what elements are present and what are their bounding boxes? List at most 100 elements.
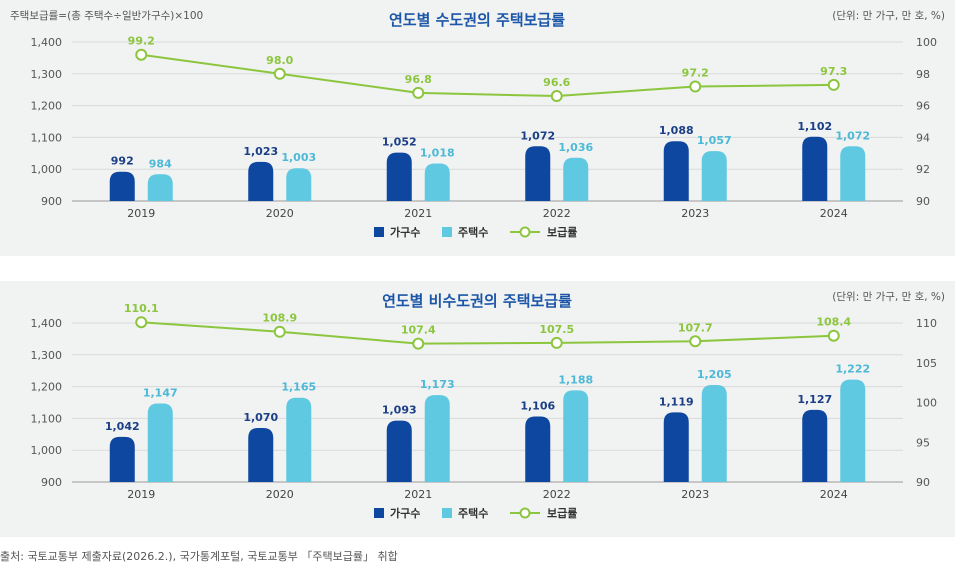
y-right-tick: 105 (916, 357, 937, 370)
bar-households (663, 141, 689, 201)
bar-housing (840, 379, 866, 482)
data-label-households: 1,052 (382, 136, 417, 149)
x-category-label: 2023 (681, 207, 709, 220)
y-left-tick: 1,100 (31, 131, 63, 144)
bar-housing (840, 146, 866, 201)
x-category-label: 2019 (127, 488, 155, 501)
rate-point (550, 90, 563, 103)
bar-housing (701, 385, 727, 482)
legend-swatch-households (374, 508, 384, 518)
rate-line (141, 321, 834, 345)
chart-panel-capital: 연도별 수도권의 주택보급률 주택보급률=(총 주택수÷일반가구수)×100 (단위… (0, 0, 955, 256)
data-label-rate: 98.0 (266, 54, 293, 67)
bar-housing (147, 403, 173, 482)
data-label-rate: 108.4 (816, 316, 851, 329)
legend-housing: 주택수 (458, 225, 488, 239)
legend-marker-rate (519, 507, 531, 519)
data-label-housing: 1,222 (835, 363, 870, 376)
data-label-housing: 1,057 (697, 134, 732, 147)
legend-housing: 주택수 (458, 506, 488, 520)
bar-housing (286, 397, 312, 482)
x-category-label: 2020 (266, 488, 294, 501)
y-left-tick: 900 (41, 476, 62, 489)
data-label-housing: 1,173 (420, 378, 455, 391)
data-label-rate: 99.2 (128, 35, 155, 48)
data-label-households: 1,106 (520, 399, 555, 412)
bar-housing (563, 390, 589, 482)
chart-title: 연도별 수도권의 주택보급률 (389, 11, 565, 29)
x-category-label: 2019 (127, 207, 155, 220)
bar-households (802, 409, 828, 482)
y-left-tick: 1,100 (31, 412, 63, 425)
y-right-tick: 96 (916, 100, 930, 113)
data-label-rate: 97.3 (820, 65, 847, 78)
legend-households: 가구수 (390, 506, 420, 520)
data-label-housing: 984 (149, 157, 172, 170)
data-label-households: 1,072 (520, 129, 555, 142)
bar-households (109, 171, 135, 201)
data-label-rate: 97.2 (682, 67, 709, 80)
legend-households: 가구수 (390, 225, 420, 239)
bar-households (525, 416, 551, 482)
x-category-label: 2022 (543, 488, 571, 501)
data-label-households: 1,127 (797, 393, 832, 406)
data-label-households: 1,042 (105, 420, 140, 433)
formula-note: 주택보급률=(총 주택수÷일반가구수)×100 (10, 9, 203, 22)
bar-households (248, 427, 274, 482)
rate-point (135, 316, 148, 329)
bar-households (386, 152, 412, 201)
legend-marker-rate (519, 226, 531, 238)
y-right-tick: 100 (916, 397, 937, 410)
x-category-label: 2021 (404, 488, 432, 501)
bar-households (109, 436, 135, 482)
data-label-rate: 110.1 (124, 302, 159, 315)
bar-housing (424, 163, 450, 201)
chart-capital: 연도별 수도권의 주택보급률 주택보급률=(총 주택수÷일반가구수)×100 (단위… (10, 9, 945, 239)
bar-households (525, 146, 551, 201)
data-label-households: 1,088 (659, 124, 694, 137)
bar-housing (563, 157, 589, 201)
rate-point (550, 336, 563, 349)
unit-note: (단위: 만 가구, 만 호, %) (832, 290, 945, 303)
data-label-households: 1,093 (382, 404, 417, 417)
y-left-tick: 1,000 (31, 444, 63, 457)
x-category-label: 2024 (820, 207, 848, 220)
source-note: 출처: 국토교통부 제출자료(2026.2.), 국가통계포털, 국토교통부 「… (0, 550, 398, 563)
y-left-tick: 900 (41, 195, 62, 208)
rate-point (412, 337, 425, 350)
y-right-tick: 100 (916, 36, 937, 49)
data-label-housing: 1,205 (697, 368, 732, 381)
y-right-tick: 95 (916, 436, 930, 449)
y-right-tick: 92 (916, 163, 930, 176)
unit-note: (단위: 만 가구, 만 호, %) (832, 9, 945, 22)
data-label-rate: 108.9 (262, 312, 297, 325)
y-left-tick: 1,200 (31, 100, 63, 113)
rate-point (412, 86, 425, 99)
y-left-tick: 1,200 (31, 381, 63, 394)
legend-rate: 보급률 (547, 226, 577, 239)
bar-households (386, 420, 412, 482)
chart-panel-non-capital: 연도별 비수도권의 주택보급률 (단위: 만 가구, 만 호, %) 900 1,00… (0, 281, 955, 537)
data-label-housing: 1,003 (281, 151, 316, 164)
data-label-housing: 1,036 (558, 141, 593, 154)
data-label-housing: 1,072 (835, 129, 870, 142)
rate-point (689, 80, 702, 93)
data-label-rate: 96.8 (405, 73, 432, 86)
rate-point (273, 325, 286, 338)
y-right-tick: 98 (916, 68, 930, 81)
legend-swatch-households (374, 227, 384, 237)
y-left-tick: 1,400 (31, 36, 63, 49)
data-label-rate: 107.5 (539, 323, 574, 336)
legend-swatch-housing (442, 227, 452, 237)
x-category-label: 2023 (681, 488, 709, 501)
chart-title: 연도별 비수도권의 주택보급률 (382, 292, 572, 310)
x-category-label: 2020 (266, 207, 294, 220)
bar-housing (701, 151, 727, 201)
y-right-tick: 94 (916, 131, 930, 144)
rate-point (273, 67, 286, 80)
data-label-rate: 96.6 (543, 76, 570, 89)
x-category-label: 2022 (543, 207, 571, 220)
y-right-tick: 90 (916, 476, 930, 489)
y-right-tick: 110 (916, 317, 937, 330)
data-label-housing: 1,165 (281, 381, 316, 394)
